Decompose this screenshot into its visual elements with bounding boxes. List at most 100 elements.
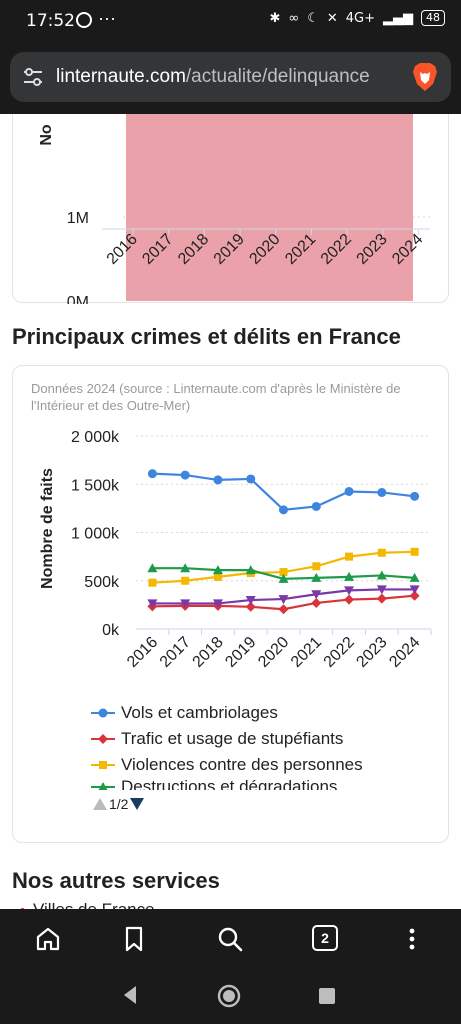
data-point[interactable] xyxy=(147,469,157,479)
data-point[interactable] xyxy=(148,578,157,587)
legend-label: Trafic et usage de stupéfiants xyxy=(121,729,344,748)
x-tick-label: 2016 xyxy=(104,231,141,268)
data-point[interactable] xyxy=(246,474,256,484)
url-domain: linternaute.com xyxy=(56,66,186,87)
data-point[interactable] xyxy=(180,599,191,609)
data-point[interactable] xyxy=(147,599,158,609)
x-tick-label: 2022 xyxy=(318,231,355,268)
tabs-icon[interactable]: 2 xyxy=(312,925,338,951)
brave-shields-icon[interactable] xyxy=(411,62,439,92)
legend-next-arrow-icon[interactable] xyxy=(130,798,145,810)
link-icon: ∞ xyxy=(288,10,300,26)
data-point[interactable] xyxy=(213,572,222,581)
data-point[interactable] xyxy=(311,590,322,600)
browser-bottom-bar: 2 xyxy=(0,909,461,969)
chart1-bar xyxy=(126,114,413,301)
data-point[interactable] xyxy=(311,572,322,582)
y-tick-label: 0k xyxy=(102,622,120,639)
x-tick-label: 2018 xyxy=(190,634,227,671)
data-point[interactable] xyxy=(278,573,289,583)
data-point[interactable] xyxy=(279,568,288,577)
data-point[interactable] xyxy=(180,470,190,480)
data-point[interactable] xyxy=(245,601,256,612)
data-point[interactable] xyxy=(344,486,354,496)
data-point[interactable] xyxy=(147,563,158,573)
data-point[interactable] xyxy=(376,593,387,604)
home-icon[interactable] xyxy=(34,925,62,953)
recents-icon[interactable] xyxy=(316,985,338,1007)
data-point[interactable] xyxy=(311,501,321,511)
tab-count: 2 xyxy=(321,930,329,946)
legend-item[interactable]: Vols et cambriolages xyxy=(91,700,421,726)
data-point[interactable] xyxy=(212,599,223,609)
x-tick-label: 2024 xyxy=(389,231,426,268)
data-point[interactable] xyxy=(181,576,190,585)
x-tick-label: 2024 xyxy=(386,634,423,671)
y-tick-label: 1 500k xyxy=(71,477,120,494)
moon-icon: ☾ xyxy=(307,10,319,26)
data-point[interactable] xyxy=(311,597,322,608)
home-circle-icon[interactable] xyxy=(216,983,242,1009)
x-tick-label: 2022 xyxy=(321,634,358,671)
page-content[interactable]: No 1M 0M 2016 2017 2018 2019 2020 2021 2022 202… xyxy=(0,114,461,909)
status-time: 17:52 xyxy=(26,11,75,31)
x-tick-label: 2023 xyxy=(353,634,390,671)
data-point[interactable] xyxy=(376,570,387,580)
data-point[interactable] xyxy=(180,563,191,573)
data-point[interactable] xyxy=(344,586,355,596)
data-point[interactable] xyxy=(344,571,355,581)
x-tick-label: 2019 xyxy=(222,634,259,671)
series-line xyxy=(152,472,415,511)
data-point[interactable] xyxy=(377,487,387,497)
data-point[interactable] xyxy=(278,595,289,605)
y-tick-label: 1 000k xyxy=(71,526,120,543)
services-item-label: Villes de France xyxy=(33,900,155,909)
data-point[interactable] xyxy=(212,565,223,575)
data-point[interactable] xyxy=(213,475,223,485)
x-tick-label: 2017 xyxy=(157,634,194,671)
chart-card-crimes: Données 2024 (source : Linternaute.com d… xyxy=(12,365,449,843)
x-tick-label: 2020 xyxy=(255,634,292,671)
services-list-item[interactable]: Villes de France xyxy=(20,900,155,909)
search-icon[interactable] xyxy=(216,925,244,953)
x-tick-label: 2021 xyxy=(288,634,325,671)
legend-label: Vols et cambriolages xyxy=(121,703,278,722)
x-tick-label: 2023 xyxy=(354,231,391,268)
data-point[interactable] xyxy=(377,548,386,557)
chart1-ylabel: No xyxy=(38,124,55,146)
bluetooth-icon: ✱ xyxy=(269,10,281,26)
data-point[interactable] xyxy=(245,565,256,575)
legend-prev-arrow-icon[interactable] xyxy=(93,798,107,810)
data-point[interactable] xyxy=(345,552,354,561)
address-bar[interactable]: linternaute.com/actualite/delinquance xyxy=(10,52,451,102)
legend-label: Violences contre des personnes xyxy=(121,755,363,774)
x-tick-label: 2016 xyxy=(124,634,161,671)
section-title-crimes: Principaux crimes et délits en France xyxy=(12,324,401,349)
more-vertical-icon[interactable] xyxy=(398,925,426,953)
data-point[interactable] xyxy=(410,491,420,501)
legend-pager: 1/2 xyxy=(93,796,145,812)
site-settings-icon[interactable] xyxy=(22,66,44,88)
legend-item[interactable]: Violences contre des personnes xyxy=(91,752,421,778)
data-point[interactable] xyxy=(376,585,387,595)
whatsapp-notification-icon xyxy=(76,12,92,28)
legend-item[interactable]: Destructions et dégradations xyxy=(91,774,421,790)
data-point[interactable] xyxy=(409,572,420,582)
data-point[interactable] xyxy=(278,604,289,615)
data-point[interactable] xyxy=(409,585,420,595)
data-point[interactable] xyxy=(279,505,288,515)
back-icon[interactable] xyxy=(118,983,142,1007)
legend-page-number: 1/2 xyxy=(109,796,129,812)
data-point[interactable] xyxy=(409,590,420,601)
data-point[interactable] xyxy=(344,594,355,605)
data-point[interactable] xyxy=(312,562,321,571)
line-chart: 0k 500k 1 000k 1 500k 2 000k Nombre de faits 2… xyxy=(39,429,432,671)
legend-item[interactable]: Trafic et usage de stupéfiants xyxy=(91,726,421,752)
bookmark-icon[interactable] xyxy=(120,925,148,953)
data-point[interactable] xyxy=(245,596,256,606)
browser-toolbar: linternaute.com/actualite/delinquance xyxy=(0,44,461,114)
data-point[interactable] xyxy=(410,547,419,556)
url-text[interactable]: linternaute.com/actualite/delinquance xyxy=(56,66,370,88)
x-tick-label: 2021 xyxy=(282,231,319,268)
chart1-ytick: 1M xyxy=(67,210,89,227)
